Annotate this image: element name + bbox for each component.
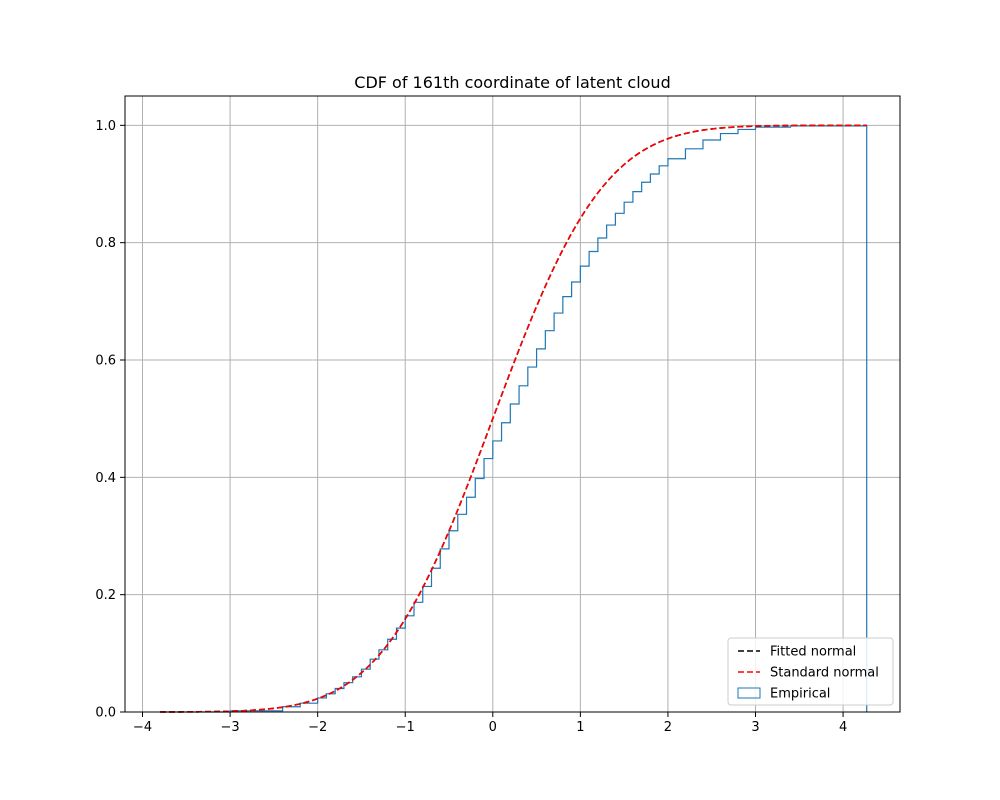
- axes-frame: [124, 95, 901, 713]
- y-tick-label: 0.6: [95, 354, 116, 369]
- x-tick-label: 1: [576, 720, 584, 735]
- legend: Fitted normal Standard normal Empirical: [727, 637, 894, 706]
- chart-title: CDF of 161th coordinate of latent cloud: [354, 73, 670, 92]
- legend-swatch: [737, 687, 761, 699]
- x-tick-label: −2: [308, 720, 327, 735]
- x-tick-label: 4: [839, 720, 847, 735]
- x-tick-label: −3: [220, 720, 239, 735]
- standard-normal-line: [160, 124, 867, 713]
- ticks: −4 −3 −2 −1 0 1 2 3 4 0.0 0.2 0.4 0.6 0.8 1.0: [95, 119, 847, 735]
- x-tick-label: −4: [133, 720, 152, 735]
- legend-label: Standard normal: [770, 666, 879, 681]
- legend-label: Fitted normal: [770, 645, 856, 660]
- empirical-step-line: [160, 125, 868, 713]
- y-tick-label: 0.4: [95, 471, 116, 486]
- y-tick-label: 1.0: [95, 119, 116, 134]
- y-tick-label: 0.2: [95, 588, 116, 603]
- series-layer: [160, 124, 868, 713]
- legend-label: Empirical: [770, 687, 830, 702]
- y-tick-label: 0.0: [95, 706, 116, 721]
- x-tick-label: 3: [751, 720, 759, 735]
- x-tick-label: 0: [489, 720, 497, 735]
- x-tick-label: −1: [396, 720, 415, 735]
- y-tick-label: 0.8: [95, 236, 116, 251]
- legend-box: [727, 637, 894, 706]
- x-tick-label: 2: [664, 720, 672, 735]
